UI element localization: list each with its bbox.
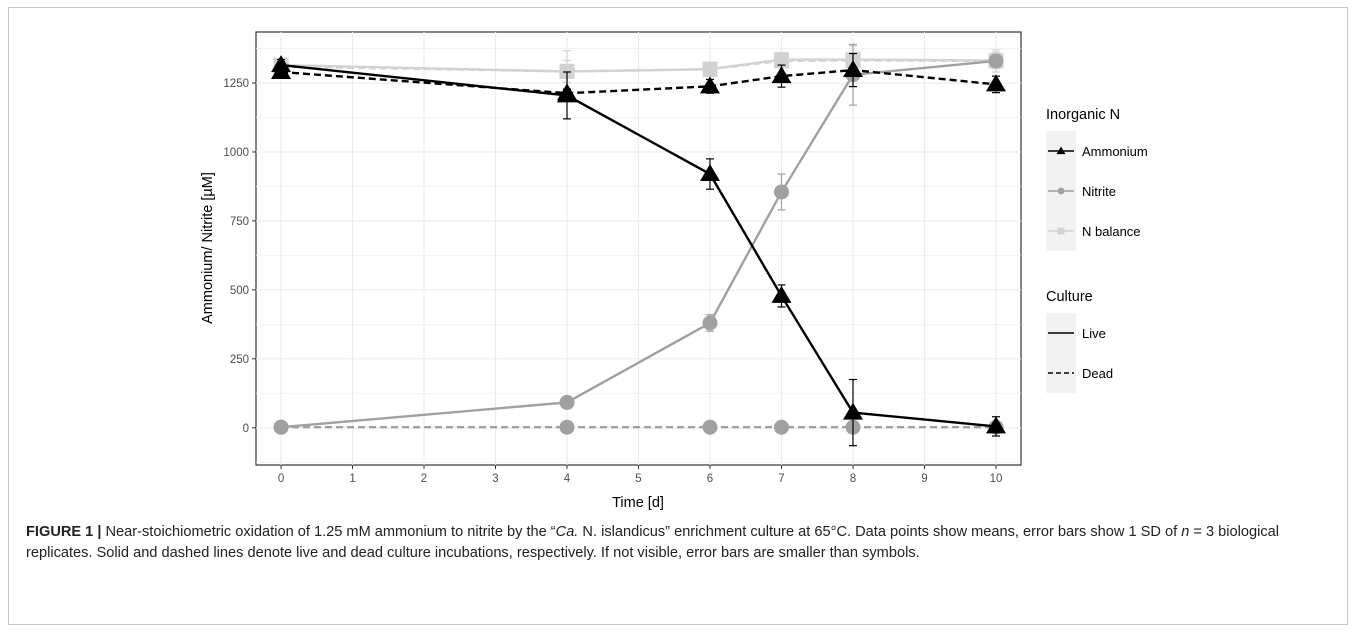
x-tick-label: 1 [349,473,355,485]
y-tick-label: 250 [230,354,249,366]
x-tick-label: 3 [492,473,498,485]
legend-key-marker [1057,227,1065,235]
figure-panel: 0 250 500 750 1000 1250 0 1 2 3 4 5 6 7 8 9 10 Time [d]… [8,7,1348,625]
x-tick-label: 7 [778,473,784,485]
series-line-n-balance-live [280,58,996,73]
x-tick-label: 6 [707,473,713,485]
y-tick-label: 750 [230,216,249,228]
legend-key-marker [1056,146,1066,155]
data-point-nitrite-live [273,419,289,435]
y-tick-label: 500 [230,285,249,297]
data-point-ammonium-dead [985,74,1006,92]
series-layer [271,43,1006,447]
series-line-ammonium-live [280,63,997,428]
line-chart: 0 250 500 750 1000 1250 0 1 2 3 4 5 6 7 8 9 10 Time [d]… [200,31,1148,511]
y-axis-title: Ammonium/ Nitrite [µM] [200,172,216,324]
data-point-ammonium-live [842,402,863,420]
y-tick-label: 1250 [223,78,249,90]
x-tick-label: 8 [850,473,856,485]
legend-label: Dead [1082,366,1113,381]
x-tick-label: 0 [278,473,284,485]
y-tick-label: 1000 [223,147,249,159]
legend-title: Culture [1046,289,1093,305]
x-tick-label: 9 [921,473,927,485]
x-axis: 0 1 2 3 4 5 6 7 8 9 10 [278,465,1003,485]
data-point-ammonium-live [699,164,720,182]
legend-label: Ammonium [1082,144,1148,159]
caption-part2: N. islandicus” enrichment culture at 65°… [578,524,1182,540]
data-point-nitrite-live [559,394,575,410]
legend-label: Nitrite [1082,184,1116,199]
x-tick-label: 10 [990,473,1003,485]
data-point-nitrite-dead [702,419,718,435]
legend-key-marker [1057,187,1065,195]
caption-part3: = 3 biological replicates. Solid and das… [26,524,1279,561]
caption-part1: Near-stoichiometric oxidation of 1.25 mM… [101,524,556,540]
major-gridlines [256,32,1021,465]
x-tick-label: 5 [635,473,641,485]
data-point-nitrite-live [773,184,789,200]
data-point-n-balance-live [773,52,789,68]
y-axis: 0 250 500 750 1000 1250 [223,78,256,435]
legend: Inorganic N Ammonium Nitrite N balance Cultu… [1046,107,1148,393]
data-point-ammonium-live [271,55,292,73]
data-point-ammonium-live [771,285,792,303]
data-point-ammonium-dead [771,66,792,84]
series-line-ammonium-dead [280,68,997,95]
data-point-nitrite-dead [559,419,575,435]
data-point-nitrite-live [988,53,1004,69]
legend-label: Live [1082,326,1106,341]
x-tick-label: 2 [421,473,427,485]
caption-lead: FIGURE 1 | [26,524,102,540]
x-tick-label: 4 [564,473,571,485]
data-point-ammonium-dead [699,76,720,94]
data-point-ammonium-live [557,85,578,103]
y-tick-label: 0 [243,423,249,435]
x-axis-title: Time [d] [612,495,664,511]
data-point-ammonium-dead [842,60,863,78]
data-point-n-balance-live [702,61,718,77]
data-point-nitrite-dead [773,419,789,435]
data-point-nitrite-live [702,315,718,331]
caption-italic-org: Ca. [555,524,579,540]
caption-italic-n: n [1181,524,1190,540]
legend-title: Inorganic N [1046,107,1120,123]
legend-label: N balance [1082,224,1141,239]
data-point-ammonium-live [985,416,1006,434]
figure-caption: FIGURE 1 | Near-stoichiometric oxidation… [26,522,1346,564]
